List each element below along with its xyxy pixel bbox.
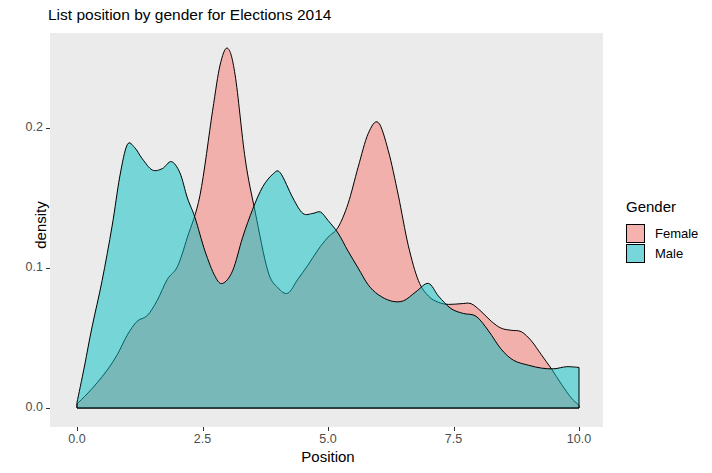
y-tick-mark xyxy=(46,128,50,129)
x-tick-label: 5.0 xyxy=(308,432,348,446)
y-tick-label: 0.2 xyxy=(0,120,43,134)
legend-title: Gender xyxy=(626,198,698,215)
male-swatch xyxy=(626,244,645,263)
y-tick-mark xyxy=(46,408,50,409)
chart-title: List position by gender for Elections 20… xyxy=(48,6,331,24)
legend: Gender Female Male xyxy=(626,198,698,263)
legend-item-female: Female xyxy=(626,223,698,243)
y-tick-mark xyxy=(46,268,50,269)
legend-label-male: Male xyxy=(655,246,683,261)
x-tick-label: 7.5 xyxy=(434,432,474,446)
density-plot xyxy=(50,33,603,427)
x-tick-label: 10.0 xyxy=(559,432,599,446)
legend-label-female: Female xyxy=(655,226,698,241)
x-tick-mark xyxy=(203,427,204,431)
x-axis-title: Position xyxy=(278,448,378,465)
y-tick-label: 0.0 xyxy=(0,400,43,414)
plot-panel xyxy=(50,33,603,427)
x-tick-mark xyxy=(454,427,455,431)
female-swatch xyxy=(626,224,645,243)
x-tick-label: 2.5 xyxy=(183,432,223,446)
x-tick-mark xyxy=(328,427,329,431)
x-tick-label: 0.0 xyxy=(57,432,97,446)
y-axis-title: density xyxy=(32,185,48,265)
legend-item-male: Male xyxy=(626,243,698,263)
x-tick-mark xyxy=(579,427,580,431)
density-area-male xyxy=(77,143,579,408)
density-chart-page: List position by gender for Elections 20… xyxy=(0,0,712,473)
x-tick-mark xyxy=(77,427,78,431)
